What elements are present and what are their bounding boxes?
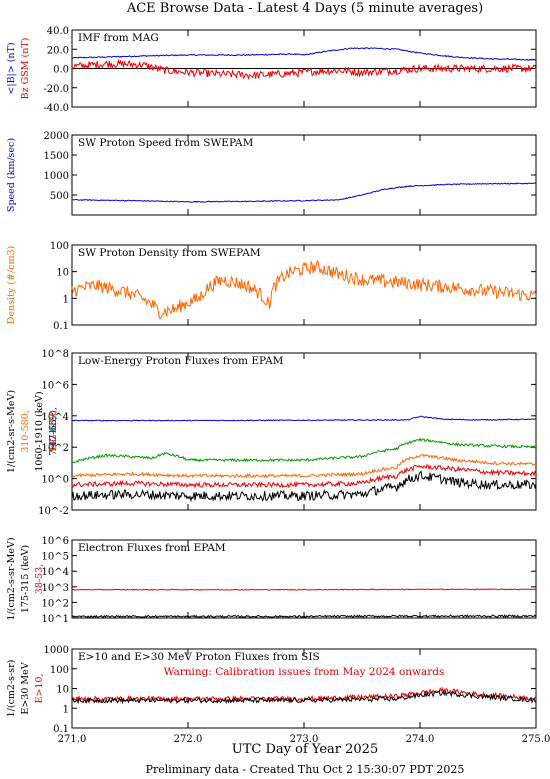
- y-tick-label: 10^0: [42, 475, 69, 486]
- panel-title: SW Proton Density from SWEPAM: [78, 247, 261, 259]
- panel-title: Electron Fluxes from EPAM: [78, 542, 226, 554]
- y-tick-label: 10^6: [42, 536, 69, 547]
- panel-density: SW Proton Density from SWEPAM 100 10 1 0.1 De…: [6, 241, 537, 332]
- panel-epam-electrons: Electron Fluxes from EPAM 10^6 10^5 10^4 10^…: [6, 536, 537, 625]
- y-axis-label: 112-187,: [48, 410, 59, 453]
- y-tick-label: 1: [63, 704, 69, 715]
- y-tick-label: 10^3: [42, 583, 69, 594]
- series-line-112-187: [71, 437, 537, 464]
- panel-frame: [71, 352, 537, 511]
- y-tick-label: 1000: [44, 645, 69, 656]
- x-tick-label: 274.0: [406, 734, 435, 745]
- series-line--b-: [71, 47, 537, 61]
- panel-title: Low-Energy Proton Fluxes from EPAM: [78, 355, 284, 367]
- panel-sis: E>10 and E>30 MeV Proton Fluxes from SIS…: [6, 645, 550, 745]
- y-tick-label: 10^8: [42, 349, 69, 360]
- y-tick-label: 10^6: [42, 380, 69, 391]
- y-tick-label: 10^-2: [38, 506, 69, 517]
- y-axis-label: 1/(cm2-s-sr-MeV): [6, 537, 17, 620]
- y-tick-label: -20.0: [43, 84, 69, 95]
- y-tick-label: -40.0: [43, 103, 69, 114]
- y-tick-label: 2000: [44, 131, 69, 142]
- y-axis-label: 1/(cm2-sr-s-MeV): [6, 390, 17, 473]
- series-line-speed: [71, 182, 537, 203]
- y-axis-label: Speed (km/sec): [6, 138, 17, 212]
- y-axis-label: E>10,: [34, 673, 45, 703]
- y-tick-label: 10^2: [42, 598, 69, 609]
- panel-title: SW Proton Speed from SWEPAM: [78, 137, 254, 149]
- series-line-38-53: [71, 588, 537, 591]
- panel-speed: SW Proton Speed from SWEPAM 2000 1500 1000 5…: [6, 131, 537, 216]
- y-axis-label: Density (#/cm3): [6, 246, 17, 324]
- x-tick-label: 273.0: [290, 734, 319, 745]
- y-tick-label: 0.1: [53, 724, 69, 735]
- y-tick-label: 500: [50, 191, 69, 202]
- y-tick-label: 10^5: [42, 552, 69, 563]
- y-axis-label: <|B|> (nT): [6, 42, 17, 94]
- warning-annotation: Warning: Calibration issues from May 202…: [164, 666, 445, 678]
- y-axis-label: E>30 MeV: [20, 662, 31, 714]
- y-tick-label: 10^4: [42, 412, 69, 423]
- series-line-bz-gsm: [71, 58, 537, 80]
- y-axis-label: 38-53,: [34, 564, 45, 594]
- y-axis-label: 1060-1910 (keV): [34, 391, 45, 471]
- y-tick-label: 10^4: [42, 567, 69, 578]
- panels-group: IMF from MAG 40.0 20.0 0.0 -20.0 -40.0 <|B|> (…: [6, 26, 550, 745]
- x-tick-label: 272.0: [174, 734, 203, 745]
- y-tick-label: 1000: [44, 171, 69, 182]
- series-line-e-30: [71, 689, 537, 705]
- y-tick-label: 10^1: [42, 614, 69, 625]
- panel-title: IMF from MAG: [78, 32, 159, 44]
- footer-note: Preliminary data - Created Thu Oct 2 15:…: [146, 763, 465, 776]
- x-axis-label: UTC Day of Year 2025: [232, 742, 378, 757]
- y-axis-label: 310-580,: [20, 410, 31, 453]
- y-axis-label: 761-1220,: [48, 407, 59, 456]
- x-tick-label: 275.0: [522, 734, 550, 745]
- y-tick-label: 0.1: [53, 321, 69, 332]
- series-line-310-580: [71, 453, 536, 479]
- y-tick-label: 40.0: [47, 26, 69, 37]
- y-tick-label: 1500: [44, 151, 69, 162]
- series-line-density: [71, 260, 537, 320]
- panel-imf: IMF from MAG 40.0 20.0 0.0 -20.0 -40.0 <|B|> (…: [6, 26, 537, 114]
- series-line-175-315: [71, 614, 537, 618]
- series-line-47-65: [71, 415, 537, 422]
- series-line-761-1220: [71, 464, 537, 489]
- x-tick-label: 271.0: [58, 734, 87, 745]
- y-axis-label: Bz GSM (nT): [20, 38, 31, 100]
- y-tick-label: 100: [50, 241, 69, 252]
- page-title: ACE Browse Data - Latest 4 Days (5 minut…: [126, 1, 483, 16]
- y-tick-label: 0.0: [53, 65, 69, 76]
- series-line-1060-1910: [71, 470, 537, 503]
- y-tick-label: 10^2: [42, 443, 69, 454]
- y-tick-label: 10: [56, 268, 69, 279]
- panel-title: E>10 and E>30 MeV Proton Fluxes from SIS: [78, 651, 320, 663]
- y-tick-label: 1: [63, 294, 69, 305]
- y-tick-label: 10: [56, 685, 69, 696]
- y-axis-label: 175-315 (keV): [20, 545, 31, 613]
- y-tick-label: 100: [50, 665, 69, 676]
- y-axis-label: 47-65,: [48, 416, 59, 446]
- y-axis-label: 1/(cm2-s-sr): [6, 660, 17, 718]
- y-tick-label: 20.0: [47, 45, 69, 56]
- panel-epam-protons: Low-Energy Proton Fluxes from EPAM 10^8 10…: [6, 349, 537, 517]
